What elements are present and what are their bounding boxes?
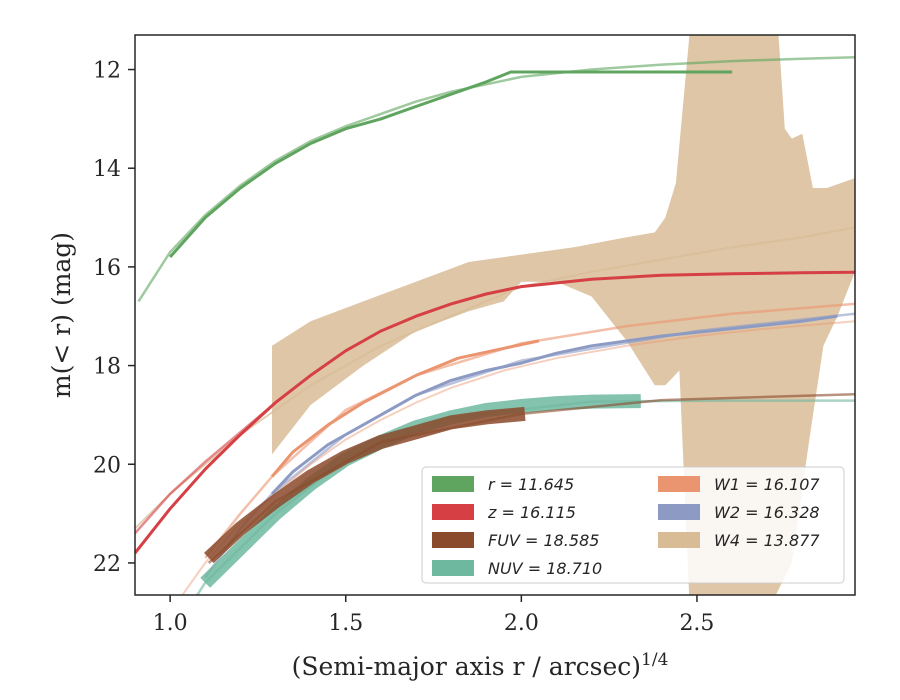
y-tick-label: 20	[93, 453, 121, 478]
legend-box	[421, 466, 845, 584]
series-r-extrapolation-line	[137, 55, 855, 303]
legend-label-W1: W1 = 16.107	[714, 475, 820, 494]
y-tick-label: 18	[93, 355, 121, 380]
series-W2-profile-line	[270, 314, 838, 495]
series-z-profile-line	[135, 270, 855, 555]
y-tick-label: 22	[93, 552, 121, 577]
x-axis: 1.0 1.5 2.0 2.5	[153, 595, 714, 636]
series-FUV-profile-line	[204, 406, 526, 564]
y-tick-label: 12	[93, 59, 121, 84]
legend-swatch-W1	[658, 476, 700, 492]
legend-swatch-FUV	[432, 532, 474, 548]
y-axis-label: m(< r) (mag)	[47, 232, 76, 398]
legend-label-NUV: NUV = 18.710	[488, 559, 602, 578]
series-W4-band	[272, 35, 855, 595]
legend-swatch-W4	[658, 532, 700, 548]
x-axis-label-text: (Semi-major axis r / arcsec)	[292, 652, 641, 681]
x-axis-label: (Semi-major axis r / arcsec)1/4	[292, 650, 669, 681]
x-tick-label: 1.5	[328, 611, 363, 636]
legend-label-FUV: FUV = 18.585	[488, 531, 599, 550]
series-r-profile-line	[168, 70, 733, 258]
legend-swatch-NUV	[432, 560, 474, 576]
y-tick-label: 16	[93, 256, 121, 281]
y-axis: 12 14 16 18 20 22	[93, 59, 135, 577]
y-tick-label: 14	[93, 157, 121, 182]
x-tick-label: 2.5	[679, 611, 714, 636]
legend-label-r: r = 11.645	[488, 475, 574, 494]
plot-area	[135, 35, 855, 595]
legend-label-z: z = 16.115	[487, 503, 576, 522]
legend-swatch-W2	[658, 504, 700, 520]
plot-frame	[134, 34, 856, 596]
x-axis-label-exponent: 1/4	[641, 650, 668, 670]
legend: r = 11.645 z = 16.115 FUV = 18.585 NUV = 18…	[421, 466, 845, 584]
legend-label-W2: W2 = 16.328	[714, 503, 820, 522]
x-tick-label: 2.0	[504, 611, 539, 636]
series-W1-profile-line	[270, 339, 540, 478]
legend-swatch-r	[432, 476, 474, 492]
legend-swatch-z	[432, 504, 474, 520]
legend-label-W4: W4 = 13.877	[714, 531, 820, 550]
x-tick-label: 1.0	[153, 611, 188, 636]
